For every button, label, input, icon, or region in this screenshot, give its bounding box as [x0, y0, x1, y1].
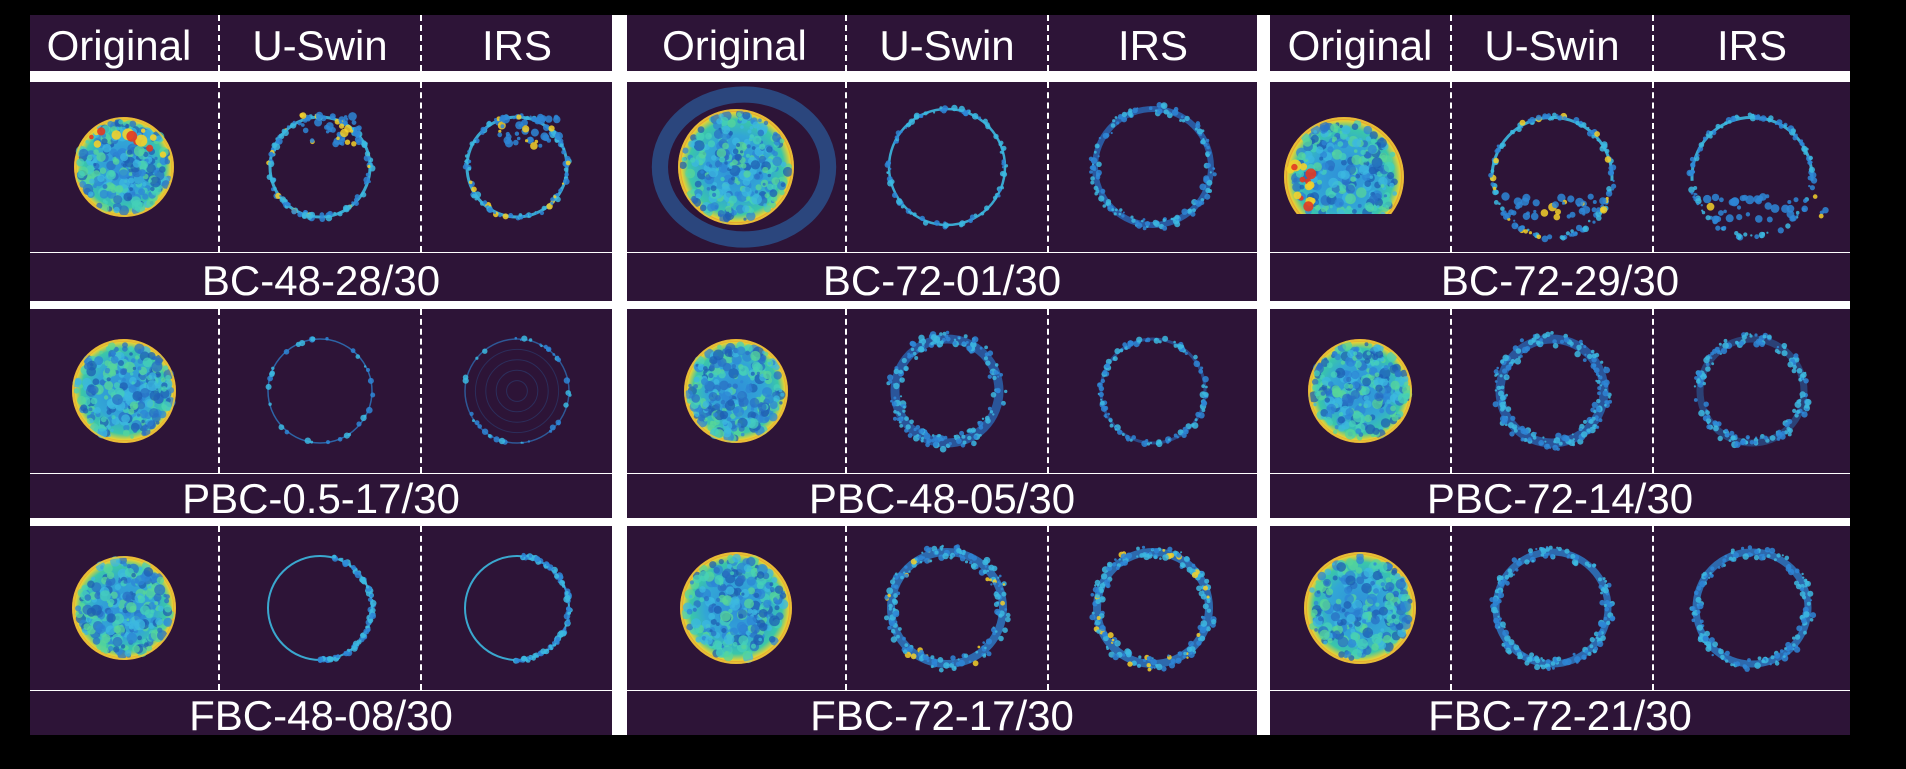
panel-divider — [420, 309, 422, 473]
irs-image — [1089, 545, 1217, 672]
panel-divider — [1047, 526, 1049, 690]
sample-caption: PBC-72-14/30 — [1270, 473, 1850, 522]
original-image — [1304, 552, 1416, 664]
sample-images — [1308, 331, 1812, 451]
irs-image — [462, 335, 572, 445]
irs-image — [1693, 332, 1812, 449]
panel-divider — [420, 82, 422, 252]
group-column-1: Original U-Swin IRS BC-48-28/30 PBC-0.5-… — [30, 15, 612, 739]
sample-images — [1284, 112, 1829, 243]
header-original: Original — [662, 22, 807, 69]
header-original: Original — [1287, 22, 1433, 69]
u-swin-image — [1489, 545, 1616, 671]
sample-row: PBC-0.5-17/30 — [30, 309, 612, 522]
header-divider — [420, 15, 422, 71]
u-swin-image — [266, 111, 376, 223]
panel-divider — [845, 526, 847, 690]
original-image — [74, 117, 174, 217]
original-image — [1284, 117, 1404, 214]
header-u-swin: U-Swin — [1484, 22, 1620, 69]
header-divider — [845, 15, 847, 71]
panel-divider — [1652, 309, 1654, 473]
header-bar: Original U-Swin IRS — [1270, 15, 1850, 71]
header-bar: Original U-Swin IRS — [627, 15, 1257, 71]
panel-divider — [1450, 82, 1452, 252]
panel-divider — [1652, 526, 1654, 690]
sample-caption: FBC-72-21/30 — [1270, 690, 1850, 739]
sample-images — [680, 544, 1217, 673]
sample-caption: BC-72-29/30 — [1270, 252, 1850, 304]
irs-image — [1686, 112, 1829, 241]
panel-divider — [845, 82, 847, 252]
sample-row: FBC-72-21/30 — [1270, 526, 1850, 739]
u-swin-image — [1492, 331, 1612, 451]
sample-images — [1304, 545, 1817, 672]
header-divider — [218, 15, 220, 71]
irs-image — [462, 113, 572, 221]
sample-row: FBC-72-17/30 — [627, 526, 1257, 739]
sample-images — [74, 111, 572, 223]
header-u-swin: U-Swin — [879, 22, 1015, 69]
panel-divider — [1450, 309, 1452, 473]
sample-images — [684, 330, 1209, 453]
sample-caption: FBC-48-08/30 — [30, 690, 612, 739]
u-swin-image — [884, 544, 1011, 673]
header-divider — [1047, 15, 1049, 71]
irs-image — [1088, 102, 1217, 231]
header-original: Original — [46, 22, 192, 69]
u-swin-image — [886, 330, 1008, 453]
header-divider — [1450, 15, 1452, 71]
sample-images — [72, 552, 573, 664]
irs-image — [1097, 335, 1209, 448]
irs-image — [1689, 545, 1817, 672]
original-image — [72, 556, 176, 660]
u-swin-image — [1488, 112, 1617, 243]
original-image — [1308, 339, 1413, 443]
header-divider — [1652, 15, 1654, 71]
sample-row: BC-72-29/30 — [1270, 82, 1850, 304]
panel-divider — [845, 309, 847, 473]
header-irs: IRS — [1716, 22, 1787, 69]
group-column-2: Original U-Swin IRS BC-72-01/30 PBC-48-0… — [627, 15, 1257, 739]
group-column-3: Original U-Swin IRS BC-72-29/30 PBC-72-1… — [1270, 15, 1850, 739]
panel-divider — [420, 526, 422, 690]
original-image — [72, 339, 176, 443]
comparison-grid: Original U-Swin IRS BC-48-28/30 PBC-0.5-… — [30, 15, 1850, 739]
original-image — [651, 86, 837, 248]
sample-caption: PBC-0.5-17/30 — [30, 473, 612, 522]
panel-divider — [218, 309, 220, 473]
panel-divider — [1450, 526, 1452, 690]
panel-divider — [218, 526, 220, 690]
sample-caption: BC-48-28/30 — [30, 252, 612, 304]
u-swin-image — [884, 104, 1009, 230]
u-swin-image — [265, 336, 376, 445]
sample-row: BC-72-01/30 — [627, 82, 1257, 304]
u-swin-image — [267, 554, 377, 663]
sample-row: BC-48-28/30 — [30, 82, 612, 304]
sample-caption: BC-72-01/30 — [627, 252, 1257, 304]
irs-image — [464, 552, 573, 664]
header-bar: Original U-Swin IRS — [30, 15, 612, 71]
header-irs: IRS — [1117, 22, 1188, 69]
sample-images — [72, 335, 572, 445]
sample-caption: PBC-48-05/30 — [627, 473, 1257, 522]
sample-row: PBC-48-05/30 — [627, 309, 1257, 522]
header-u-swin: U-Swin — [252, 22, 388, 69]
sample-images — [651, 86, 1217, 248]
original-image — [680, 552, 792, 664]
sample-row: PBC-72-14/30 — [1270, 309, 1850, 522]
header-irs: IRS — [481, 22, 552, 69]
sample-row: FBC-48-08/30 — [30, 526, 612, 739]
panel-divider — [218, 82, 220, 252]
original-image — [684, 339, 788, 443]
sample-caption: FBC-72-17/30 — [627, 690, 1257, 739]
panel-divider — [1047, 309, 1049, 473]
panel-divider — [1652, 82, 1654, 252]
panel-divider — [1047, 82, 1049, 252]
